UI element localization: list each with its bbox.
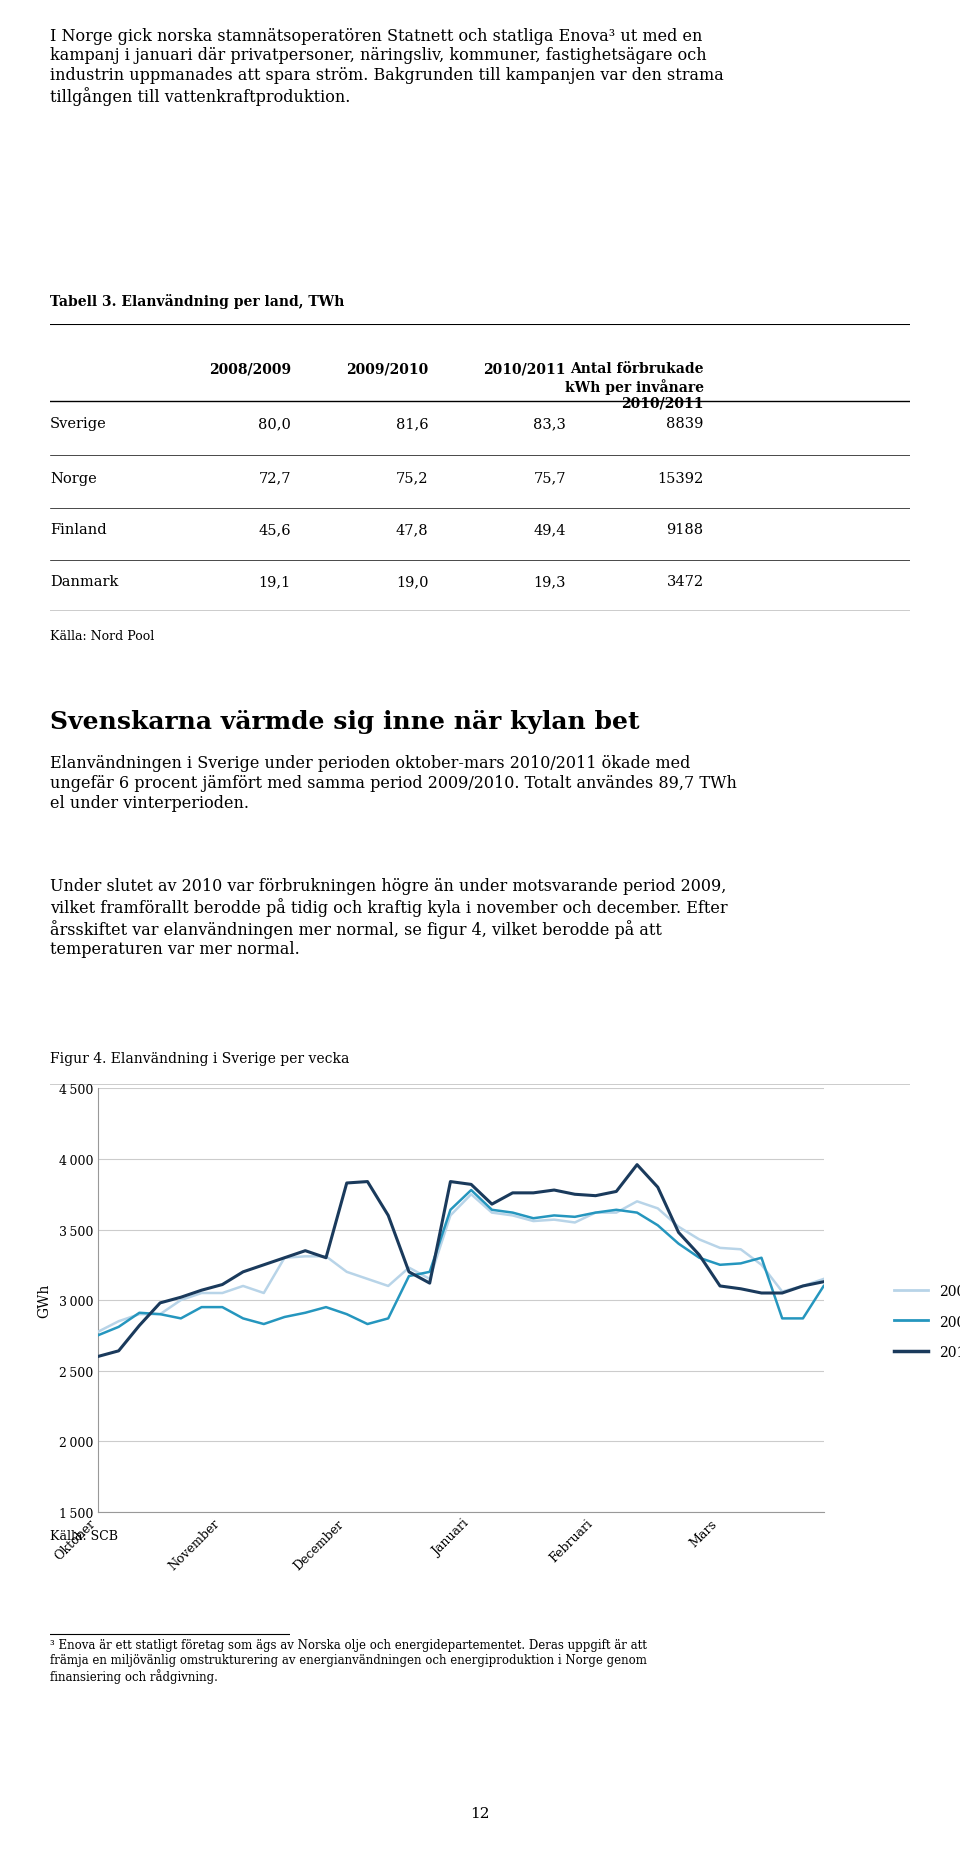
Y-axis label: GWh: GWh xyxy=(37,1284,52,1317)
Text: Finland: Finland xyxy=(50,523,107,536)
Text: Under slutet av 2010 var förbrukningen högre än under motsvarande period 2009,
v: Under slutet av 2010 var förbrukningen h… xyxy=(50,877,728,957)
Text: 15392: 15392 xyxy=(658,471,704,486)
Text: I Norge gick norska stamnätsoperatören Statnett och statliga Enova³ ut med en
ka: I Norge gick norska stamnätsoperatören S… xyxy=(50,28,724,106)
Text: 19,1: 19,1 xyxy=(258,575,291,588)
Text: 19,0: 19,0 xyxy=(396,575,428,588)
Text: 12: 12 xyxy=(470,1807,490,1820)
Text: Elanvändningen i Sverige under perioden oktober-mars 2010/2011 ökade med
ungefär: Elanvändningen i Sverige under perioden … xyxy=(50,755,736,811)
Text: Norge: Norge xyxy=(50,471,97,486)
Text: Antal förbrukade
kWh per invånare
2010/2011: Antal förbrukade kWh per invånare 2010/2… xyxy=(564,362,704,410)
Text: Källa: SCB: Källa: SCB xyxy=(50,1529,118,1543)
Text: 19,3: 19,3 xyxy=(534,575,566,588)
Text: 49,4: 49,4 xyxy=(534,523,566,536)
Text: 3472: 3472 xyxy=(666,575,704,588)
Text: 2008/2009: 2008/2009 xyxy=(208,362,291,377)
Text: Tabell 3. Elanvändning per land, TWh: Tabell 3. Elanvändning per land, TWh xyxy=(50,293,345,310)
Text: 2010/2011: 2010/2011 xyxy=(484,362,566,377)
Text: 45,6: 45,6 xyxy=(258,523,291,536)
Text: 8839: 8839 xyxy=(666,417,704,430)
Text: 9188: 9188 xyxy=(666,523,704,536)
Text: Figur 4. Elanvändning i Sverige per vecka: Figur 4. Elanvändning i Sverige per veck… xyxy=(50,1052,349,1065)
Text: 81,6: 81,6 xyxy=(396,417,428,430)
Text: 75,2: 75,2 xyxy=(396,471,428,486)
Text: ³ Enova är ett statligt företag som ägs av Norska olje och energidepartementet. : ³ Enova är ett statligt företag som ägs … xyxy=(50,1638,647,1682)
Text: 72,7: 72,7 xyxy=(258,471,291,486)
Text: 47,8: 47,8 xyxy=(396,523,428,536)
Text: Sverige: Sverige xyxy=(50,417,107,430)
Text: Danmark: Danmark xyxy=(50,575,118,588)
Text: Källa: Nord Pool: Källa: Nord Pool xyxy=(50,629,155,644)
Legend: 2008/2009, 2009/2010, 2010/2011: 2008/2009, 2009/2010, 2010/2011 xyxy=(888,1278,960,1365)
Text: 80,0: 80,0 xyxy=(258,417,291,430)
Text: 75,7: 75,7 xyxy=(534,471,566,486)
Text: 83,3: 83,3 xyxy=(533,417,566,430)
Text: 2009/2010: 2009/2010 xyxy=(347,362,428,377)
Text: Svenskarna värmde sig inne när kylan bet: Svenskarna värmde sig inne när kylan bet xyxy=(50,709,639,733)
